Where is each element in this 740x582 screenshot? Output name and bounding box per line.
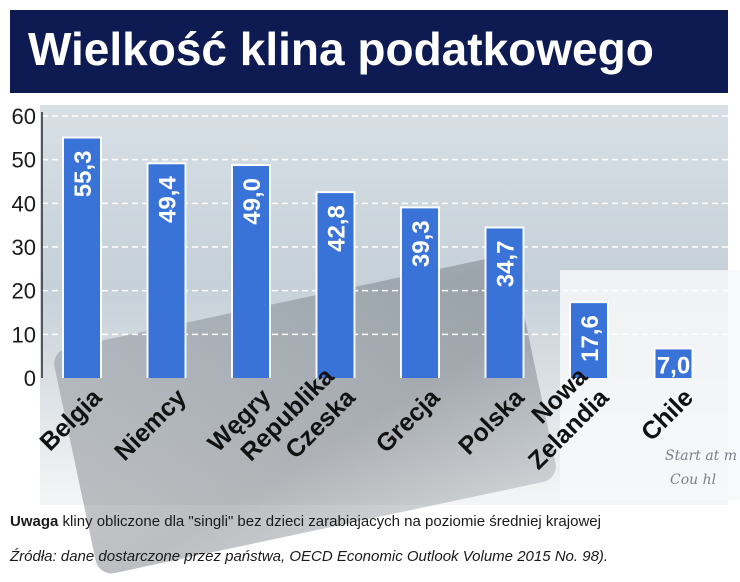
note-label: Uwaga <box>10 513 59 530</box>
bar <box>402 208 438 378</box>
x-tick-label: Grecja <box>370 383 446 459</box>
x-tick-label: Polska <box>453 383 531 461</box>
y-tick-label: 40 <box>12 191 36 216</box>
bar <box>64 138 100 378</box>
x-tick-label: Belgia <box>34 383 108 457</box>
x-tick-label-group: Belgia <box>34 383 108 457</box>
source-note: Źródła: dane dostarczone przez państwa, … <box>10 548 609 565</box>
bar-value-label: 34,7 <box>493 240 520 287</box>
x-tick-label-group: Polska <box>453 383 531 461</box>
title-bar: Wielkość klina podatkowego <box>10 10 728 93</box>
background-handwriting-2: Cou hl <box>670 472 717 488</box>
x-tick-label-group: Niemcy <box>109 383 192 466</box>
y-tick-label: 30 <box>12 235 36 260</box>
y-tick-label: 0 <box>24 366 36 391</box>
bar-value-label: 42,8 <box>324 205 351 252</box>
bar-value-label: 55,3 <box>70 151 97 198</box>
note-text: kliny obliczone dla "singli" bez dzieci … <box>62 513 601 530</box>
note: Uwaga kliny obliczone dla "singli" bez d… <box>10 513 730 530</box>
y-tick-label: 10 <box>12 322 36 347</box>
bar <box>148 164 185 378</box>
bar-value-label: 7,0 <box>657 353 690 380</box>
bar <box>317 193 354 378</box>
bar-value-label: 17,6 <box>577 315 604 362</box>
x-tick-label: Niemcy <box>109 383 192 466</box>
background-handwriting-1: Start at m <box>665 448 738 464</box>
x-tick-label-group: Grecja <box>370 383 446 459</box>
bar-value-label: 39,3 <box>408 220 435 267</box>
y-tick-label: 50 <box>12 148 36 173</box>
bar <box>655 349 692 378</box>
bar-value-label: 49,4 <box>155 176 182 223</box>
bar <box>571 303 607 378</box>
bar-value-label: 49,0 <box>239 178 266 225</box>
bar <box>233 166 269 378</box>
x-tick-label: Chile <box>636 383 699 446</box>
bar <box>486 228 523 378</box>
x-tick-label-group: Chile <box>636 383 699 446</box>
chart-title: Wielkość klina podatkowego <box>28 23 654 75</box>
y-tick-label: 60 <box>12 104 36 129</box>
y-tick-label: 20 <box>12 279 36 304</box>
